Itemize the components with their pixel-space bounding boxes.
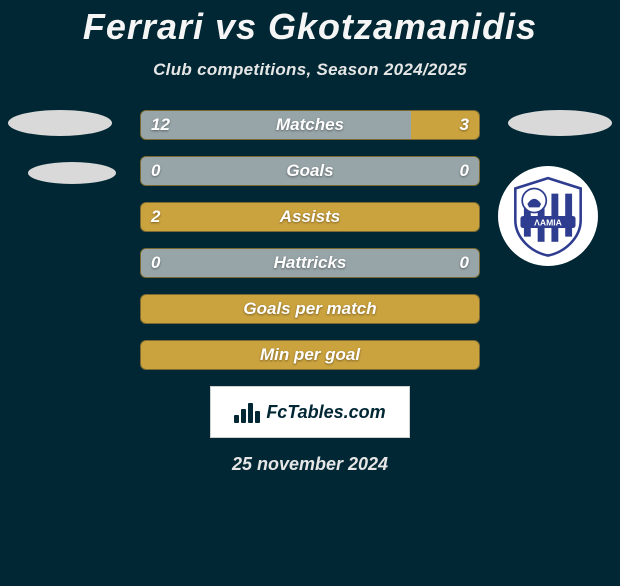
brand-text: FcTables.com [266, 402, 385, 423]
subtitle: Club competitions, Season 2024/2025 [0, 60, 620, 80]
stat-value-left: 2 [151, 203, 160, 231]
stat-label: Assists [141, 203, 479, 231]
branding-badge: FcTables.com [210, 386, 410, 438]
svg-text:ΛΑΜΙΑ: ΛΑΜΙΑ [534, 217, 562, 227]
stat-bar: Matches12 3 [140, 110, 480, 140]
stat-label: Matches [141, 111, 479, 139]
stat-bar: Goals per match [140, 294, 480, 324]
stat-label: Hattricks [141, 249, 479, 277]
placeholder-oval [8, 110, 112, 136]
bar-chart-icon [234, 401, 260, 423]
stat-bar: Min per goal [140, 340, 480, 370]
page-title: Ferrari vs Gkotzamanidis [0, 6, 620, 48]
stat-value-left: 12 [151, 111, 170, 139]
stat-value-left: 0 [151, 157, 160, 185]
club-logo: ΛΑΜΙΑ [498, 166, 598, 266]
date-text: 25 november 2024 [0, 454, 620, 475]
stat-label: Min per goal [141, 341, 479, 369]
stat-bar: Assists2 [140, 202, 480, 232]
stat-bar: Hattricks0 0 [140, 248, 480, 278]
shield-icon: ΛΑΜΙΑ [505, 173, 591, 259]
stat-value-right: 0 [460, 157, 469, 185]
placeholder-oval [508, 110, 612, 136]
stat-value-right: 0 [460, 249, 469, 277]
stat-bar: Goals0 0 [140, 156, 480, 186]
placeholder-oval [28, 162, 116, 184]
stats-container: ΛΑΜΙΑ Matches123Goals00Assists2Hattricks… [0, 110, 620, 370]
stat-label: Goals [141, 157, 479, 185]
stat-bars: Matches123Goals00Assists2Hattricks00Goal… [140, 110, 480, 370]
stat-value-left: 0 [151, 249, 160, 277]
stat-value-right: 3 [460, 111, 469, 139]
stat-label: Goals per match [141, 295, 479, 323]
